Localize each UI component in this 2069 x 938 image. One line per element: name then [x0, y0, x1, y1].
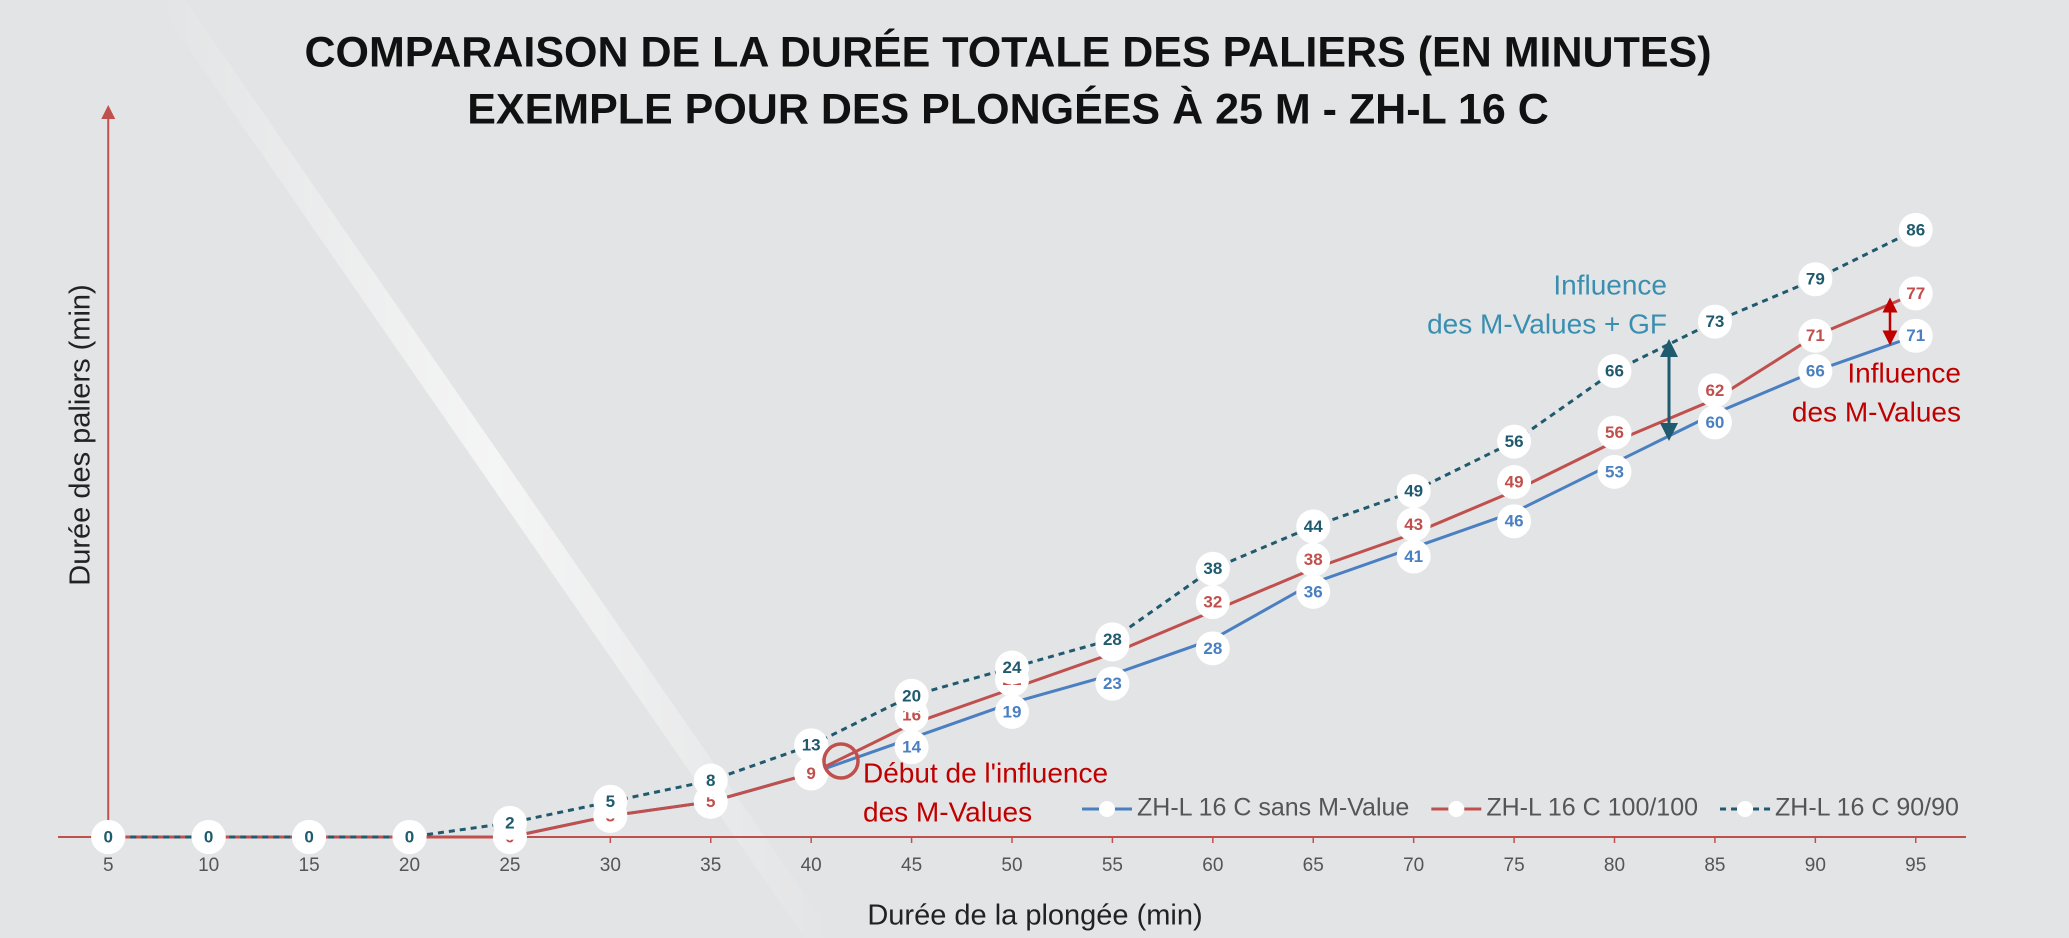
annotation: des M-Values: [863, 796, 1032, 827]
data-label: 44: [1304, 517, 1323, 536]
data-label: 62: [1705, 381, 1724, 400]
data-label: 43: [1404, 515, 1423, 534]
x-tick-label: 35: [700, 855, 721, 876]
data-label: 56: [1605, 423, 1624, 442]
data-label: 0: [104, 827, 113, 846]
data-label: 53: [1605, 462, 1624, 481]
data-label: 14: [902, 738, 921, 757]
data-label: 86: [1906, 220, 1925, 239]
data-label: 38: [1203, 559, 1222, 578]
data-label: 73: [1705, 312, 1724, 331]
chart-title: COMPARAISON DE LA DURÉE TOTALE DES PALIE…: [304, 28, 1711, 76]
legend: ZH-L 16 C sans M-Value ZH-L 16 C 100/100 Z…: [1082, 794, 1959, 822]
data-label: 0: [405, 827, 414, 846]
data-label: 77: [1906, 284, 1925, 303]
background-streak: [155, 0, 835, 938]
annotation: Début de l'influence: [863, 757, 1108, 788]
data-label: 0: [304, 827, 313, 846]
data-label: 0: [204, 827, 213, 846]
data-label: 49: [1404, 482, 1423, 501]
legend-label: ZH-L 16 C 100/100: [1486, 794, 1698, 822]
x-tick-label: 90: [1805, 855, 1826, 876]
x-tick-label: 70: [1403, 855, 1424, 876]
x-tick-label: 30: [600, 855, 621, 876]
x-tick-label: 60: [1202, 855, 1223, 876]
data-label: 56: [1505, 432, 1524, 451]
chart-subtitle: EXEMPLE POUR DES PLONGÉES À 25 M - ZH-L …: [467, 85, 1549, 133]
series-line: [108, 293, 1916, 837]
data-label: 20: [902, 686, 921, 705]
x-tick-label: 75: [1504, 855, 1525, 876]
data-label: 79: [1806, 270, 1825, 289]
data-label: 9: [806, 764, 815, 783]
data-label: 28: [1103, 630, 1122, 649]
chart: COMPARAISON DE LA DURÉE TOTALE DES PALIE…: [0, 0, 2069, 938]
legend-marker: [1099, 801, 1115, 817]
data-label: 46: [1505, 512, 1524, 531]
x-tick-label: 85: [1704, 855, 1725, 876]
data-label: 60: [1705, 413, 1724, 432]
x-tick-label: 40: [801, 855, 822, 876]
annotation: des M-Values: [1792, 396, 1961, 427]
legend-marker: [1737, 801, 1753, 817]
data-label: 71: [1806, 326, 1825, 345]
y-axis-title: Durée des paliers (min): [65, 284, 97, 585]
x-axis-title: Durée de la plongée (min): [867, 900, 1202, 932]
data-label: 38: [1304, 550, 1323, 569]
x-tick-label: 20: [399, 855, 420, 876]
annotation: des M-Values + GF: [1427, 308, 1667, 339]
legend-label: ZH-L 16 C 90/90: [1775, 794, 1959, 822]
x-tick-label: 45: [901, 855, 922, 876]
data-label: 32: [1203, 593, 1222, 612]
x-tick-label: 5: [103, 855, 114, 876]
data-label: 2: [505, 813, 514, 832]
x-tick-label: 80: [1604, 855, 1625, 876]
data-label: 28: [1203, 639, 1222, 658]
x-tick-label: 95: [1905, 855, 1926, 876]
data-label: 66: [1806, 362, 1825, 381]
x-tick-label: 25: [499, 855, 520, 876]
x-tick-label: 50: [1001, 855, 1022, 876]
data-label: 71: [1906, 326, 1925, 345]
start-circle: [824, 744, 858, 778]
annotation: Influence: [1847, 357, 1961, 388]
x-tick-label: 10: [198, 855, 219, 876]
x-tick-label: 65: [1303, 855, 1324, 876]
legend-label: ZH-L 16 C sans M-Value: [1137, 794, 1409, 822]
legend-marker: [1448, 801, 1464, 817]
data-label: 19: [1003, 702, 1022, 721]
data-label: 41: [1404, 547, 1423, 566]
data-label: 13: [802, 736, 821, 755]
x-tick-label: 55: [1102, 855, 1123, 876]
data-label: 5: [606, 792, 615, 811]
annotation: Influence: [1553, 269, 1667, 300]
data-label: 49: [1505, 473, 1524, 492]
data-label: 24: [1003, 658, 1022, 677]
data-label: 66: [1605, 362, 1624, 381]
x-tick-label: 15: [299, 855, 320, 876]
data-label: 36: [1304, 582, 1323, 601]
data-label: 23: [1103, 674, 1122, 693]
data-label: 8: [706, 771, 715, 790]
